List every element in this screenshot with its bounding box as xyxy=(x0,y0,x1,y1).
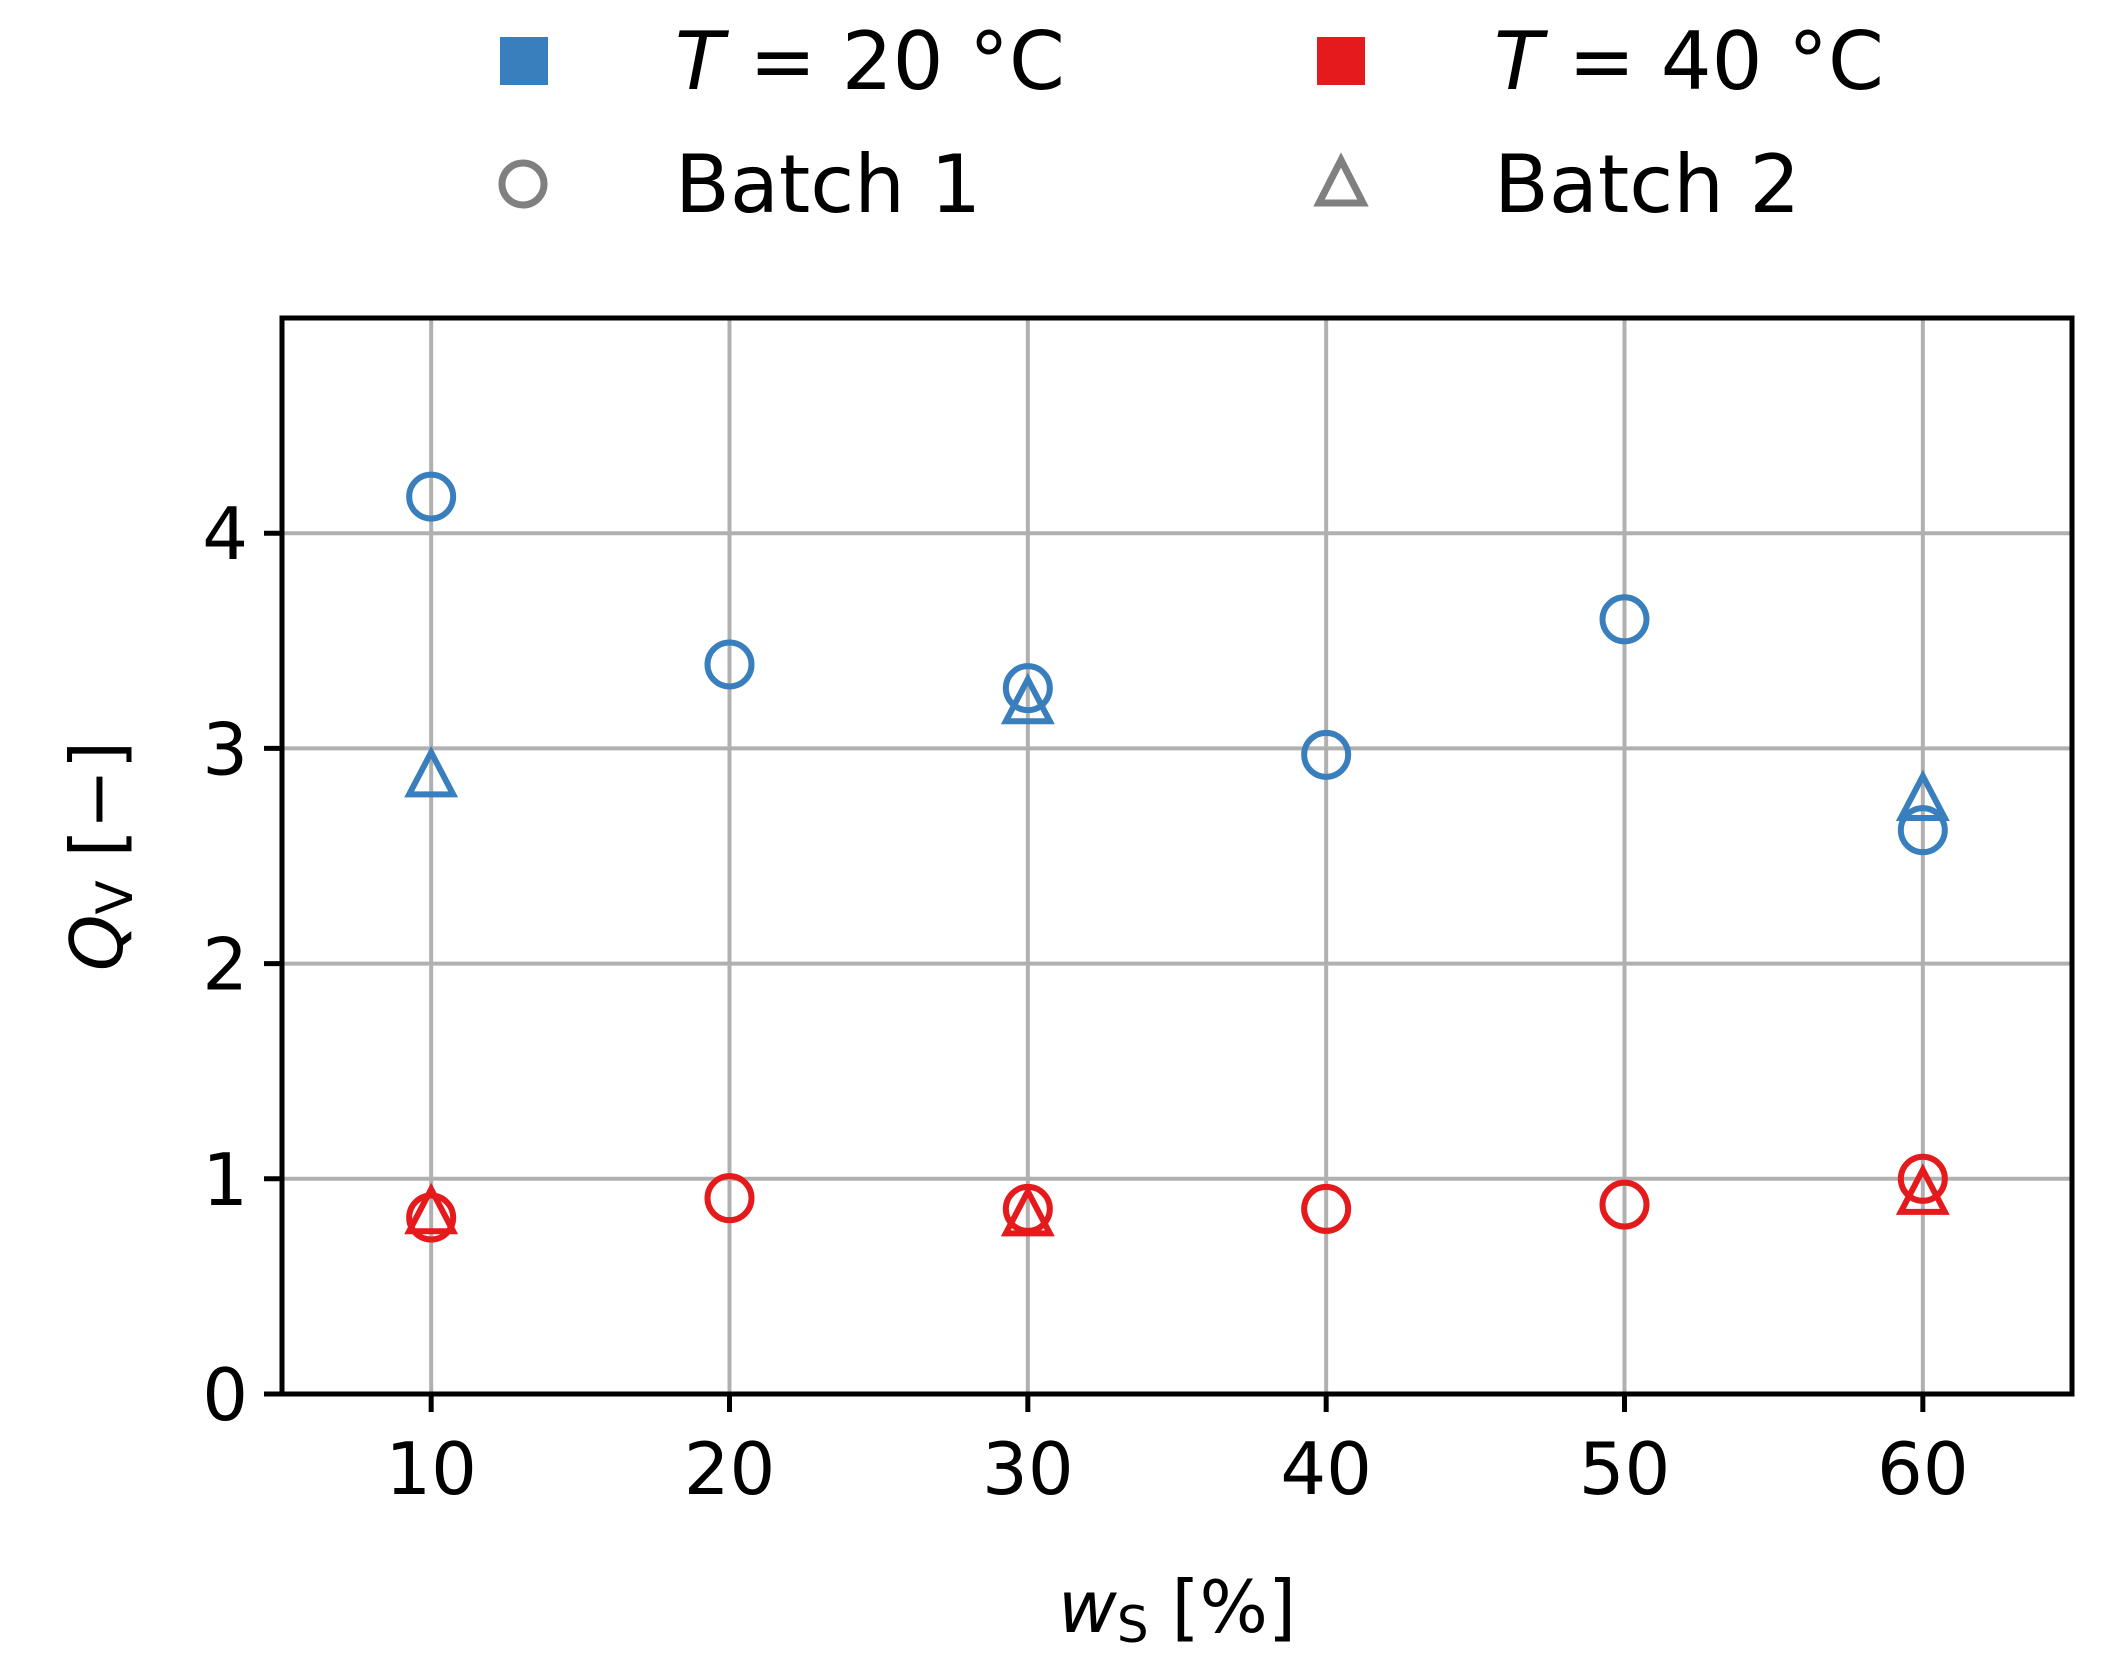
legend-circle-marker-icon xyxy=(498,159,548,209)
data-point-triangle xyxy=(404,1182,459,1235)
data-point-circle xyxy=(1002,663,1053,714)
data-point-circle xyxy=(1897,805,1948,856)
data-point-triangle xyxy=(1895,1163,1950,1215)
axis-ticks: 10 20 30 40 50 60 0 1 2 3 4 xyxy=(202,492,1968,1511)
x-axis-label-sub: S xyxy=(1117,1596,1149,1654)
y-axis-label-unit: [−] xyxy=(55,741,139,880)
legend-label-40c-var: T xyxy=(1494,15,1549,108)
legend-label-20c: T = 20 °C xyxy=(675,15,1065,108)
x-axis-label-unit: [%] xyxy=(1149,1565,1296,1649)
data-point-triangle xyxy=(1895,769,1950,822)
data-point-circle xyxy=(1599,1179,1650,1230)
x-axis-label-main: w xyxy=(1058,1565,1117,1649)
y-tick-label: 1 xyxy=(202,1138,248,1222)
data-point-circle xyxy=(704,1173,755,1224)
legend-label-batch-2: Batch 2 xyxy=(1494,138,1800,231)
data-point-triangle xyxy=(1000,1184,1055,1237)
x-tick-label: 50 xyxy=(1579,1427,1671,1511)
legend-triangle-marker-icon xyxy=(1313,152,1369,207)
data-point-triangle xyxy=(404,745,459,798)
data-points xyxy=(404,471,1950,1243)
legend-label-20c-var: T xyxy=(675,15,730,108)
x-tick-label: 60 xyxy=(1877,1427,1969,1511)
data-point-circle xyxy=(406,471,457,522)
grid-lines xyxy=(282,318,2072,1396)
y-tick-label: 2 xyxy=(202,923,248,1007)
y-tick-label: 4 xyxy=(202,492,248,576)
y-tick-label: 0 xyxy=(202,1353,248,1437)
x-tick-label: 30 xyxy=(982,1427,1074,1511)
x-axis-label: wS [%] xyxy=(1058,1565,1296,1654)
data-point-circle xyxy=(1301,1183,1352,1234)
data-point-circle xyxy=(1301,729,1352,780)
data-point-circle xyxy=(1599,594,1650,645)
data-point-circle xyxy=(704,639,755,690)
x-tick-label: 40 xyxy=(1280,1427,1372,1511)
data-point-triangle xyxy=(1000,672,1055,725)
legend-swatch-20c xyxy=(500,37,548,85)
x-tick-label: 10 xyxy=(385,1427,477,1511)
plot-frame xyxy=(279,315,2075,1397)
legend-label-batch-1: Batch 1 xyxy=(675,138,981,231)
y-tick-label: 3 xyxy=(202,707,248,791)
legend-label-40c-text: = 40 °C xyxy=(1543,15,1884,108)
legend: T = 20 °C T = 40 °C Batch 1 Batch 2 xyxy=(498,15,1884,231)
x-tick-label: 20 xyxy=(684,1427,776,1511)
legend-swatch-40c xyxy=(1317,37,1365,85)
legend-label-40c: T = 40 °C xyxy=(1494,15,1884,108)
legend-label-20c-text: = 20 °C xyxy=(724,15,1065,108)
data-point-circle xyxy=(1897,1153,1948,1204)
y-axis-label-main: Q xyxy=(55,914,139,971)
y-axis-label-sub: V xyxy=(86,880,144,914)
y-axis-label: QV [−] xyxy=(55,741,144,971)
